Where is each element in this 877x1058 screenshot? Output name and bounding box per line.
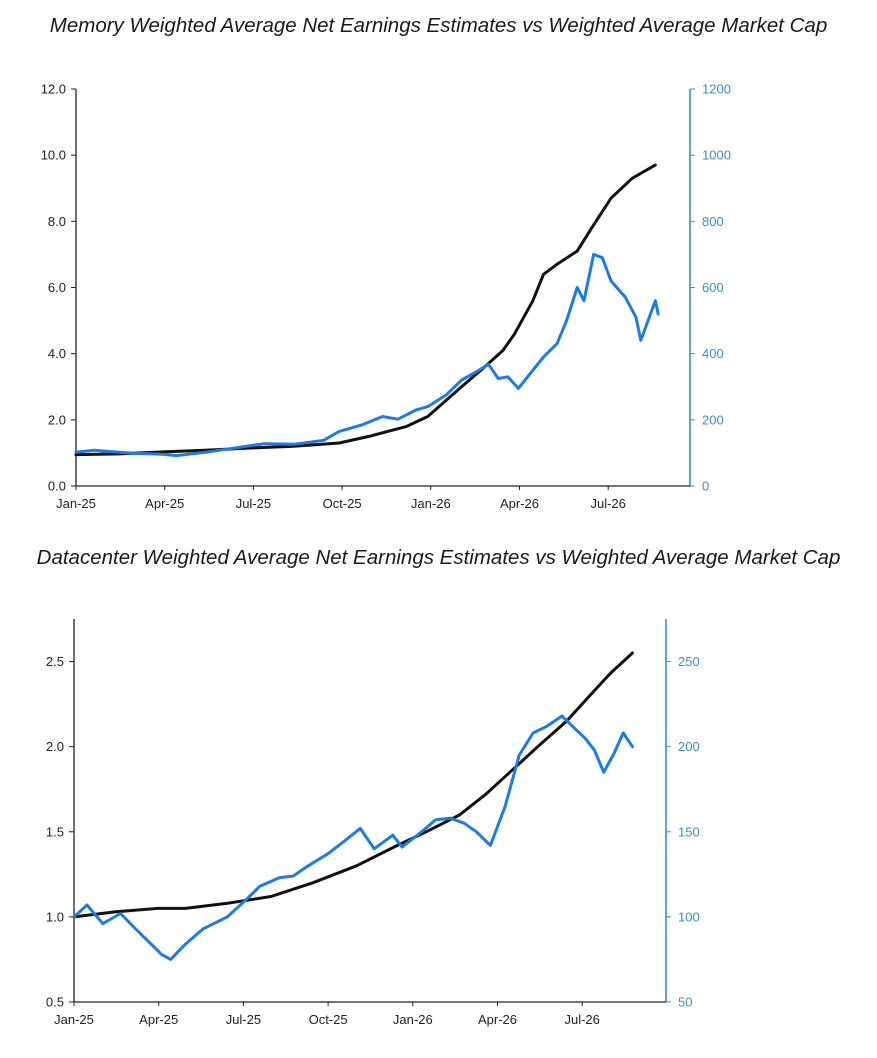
chart-1-left-tick-label: 2.0 <box>48 412 66 427</box>
chart-1-left-tick-label: 0.0 <box>48 479 66 494</box>
chart-1-right-tick-label: 800 <box>702 214 724 229</box>
chart-1-x-tick-label: Oct-25 <box>323 496 362 511</box>
chart-1-right-tick-label: 1000 <box>702 148 731 163</box>
chart-1-left-tick-label: 4.0 <box>48 346 66 361</box>
chart-2-x-tick-label: Jul-26 <box>564 1012 599 1027</box>
chart-1-left-tick-label: 12.0 <box>41 82 66 97</box>
chart-1-right-tick-label: 400 <box>702 346 724 361</box>
chart-2-right-tick-label: 100 <box>678 909 700 924</box>
chart-1-right-tick-label: 200 <box>702 412 724 427</box>
chart-2-left-tick-label: 1.0 <box>46 909 64 924</box>
chart-1-right-tick-label: 1200 <box>702 82 731 97</box>
chart-2-x-tick-label: Apr-25 <box>139 1012 178 1027</box>
chart-1-left-tick-label: 10.0 <box>41 148 66 163</box>
chart-1-x-tick-label: Apr-25 <box>145 496 184 511</box>
chart-1-left-tick-label: 8.0 <box>48 214 66 229</box>
chart-1-left-tick-label: 6.0 <box>48 280 66 295</box>
chart-2-market-cap-line <box>72 714 634 961</box>
chart-1-x-tick-label: Jan-25 <box>56 496 96 511</box>
chart-2-x-tick-label: Oct-25 <box>309 1012 348 1027</box>
chart-2-x-tick-label: Apr-26 <box>478 1012 517 1027</box>
chart-2-earnings-line <box>72 651 634 919</box>
chart-1-x-tick-label: Jan-26 <box>411 496 451 511</box>
chart-2-x-tick-label: Jan-25 <box>54 1012 94 1027</box>
chart-1-earnings-line <box>74 163 657 457</box>
chart-2-right-tick-label: 50 <box>678 995 692 1010</box>
chart-2-x-tick-label: Jan-26 <box>393 1012 433 1027</box>
chart-2-left-tick-label: 2.0 <box>46 739 64 754</box>
chart-1-x-tick-label: Apr-26 <box>500 496 539 511</box>
chart-2-left-tick-label: 2.5 <box>46 654 64 669</box>
chart-1-x-tick-label: Jul-26 <box>590 496 625 511</box>
chart-2-right-tick-label: 200 <box>678 739 700 754</box>
chart-2-right-tick-label: 250 <box>678 654 700 669</box>
chart-1-right-tick-label: 600 <box>702 280 724 295</box>
chart-1-x-tick-label: Jul-25 <box>236 496 271 511</box>
chart-1-right-tick-label: 0 <box>702 479 709 494</box>
chart-2-left-tick-label: 0.5 <box>46 995 64 1010</box>
chart-2-x-tick-label: Jul-25 <box>226 1012 261 1027</box>
chart-1-title: Memory Weighted Average Net Earnings Est… <box>49 14 828 37</box>
chart-2-title: Datacenter Weighted Average Net Earnings… <box>36 546 841 569</box>
chart-2-right-tick-label: 150 <box>678 824 700 839</box>
chart-2-left-tick-label: 1.5 <box>46 824 64 839</box>
chart-1-market-cap-line <box>74 252 660 458</box>
